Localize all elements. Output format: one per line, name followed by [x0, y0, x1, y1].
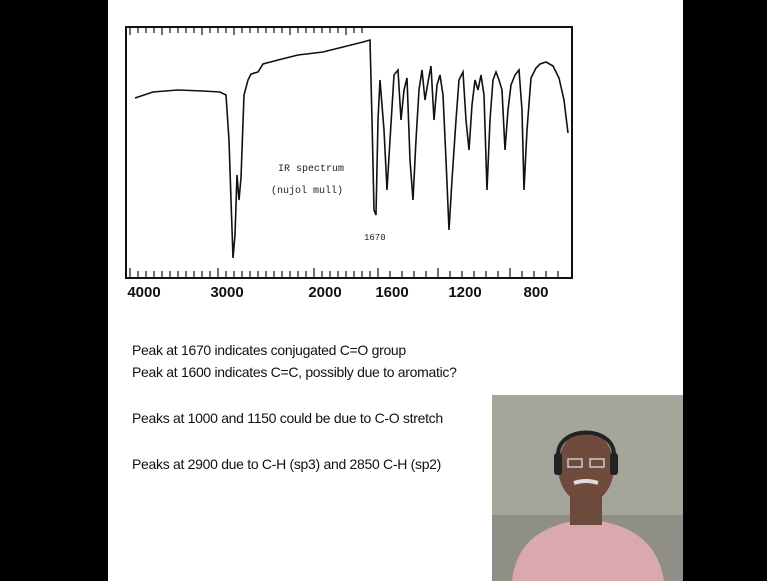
x-tick-label: 800 — [523, 284, 548, 301]
x-tick-label: 1200 — [448, 284, 481, 301]
bottom-ticks — [129, 268, 559, 278]
spectrum-trace — [134, 38, 569, 259]
slide: IR spectrum (nujol mull) 1670 4000 3000 20… — [108, 0, 683, 581]
x-tick-label: 1600 — [375, 284, 408, 301]
slide-text-line: Peaks at 2900 due to C-H (sp3) and 2850 … — [132, 456, 442, 472]
spectrum-frame — [125, 26, 573, 279]
webcam-overlay — [492, 395, 683, 581]
slide-text-line: Peak at 1670 indicates conjugated C=O gr… — [132, 342, 406, 358]
x-tick-label: 3000 — [210, 284, 243, 301]
annotation: IR spectrum — [278, 164, 344, 175]
x-tick-label: 2000 — [308, 284, 341, 301]
x-tick-label: 4000 — [127, 284, 160, 301]
x-tick-labels: 4000 3000 2000 1600 1200 800 — [127, 284, 548, 301]
ir-spectrum-figure: IR spectrum (nujol mull) 1670 4000 3000 20… — [125, 26, 573, 301]
top-ticks — [129, 27, 363, 35]
peak-label: 1670 — [364, 233, 386, 243]
slide-text-line: Peaks at 1000 and 1150 could be due to C… — [132, 410, 443, 426]
annotation: (nujol mull) — [271, 185, 343, 197]
slide-text-line: Peak at 1600 indicates C=C, possibly due… — [132, 364, 457, 380]
